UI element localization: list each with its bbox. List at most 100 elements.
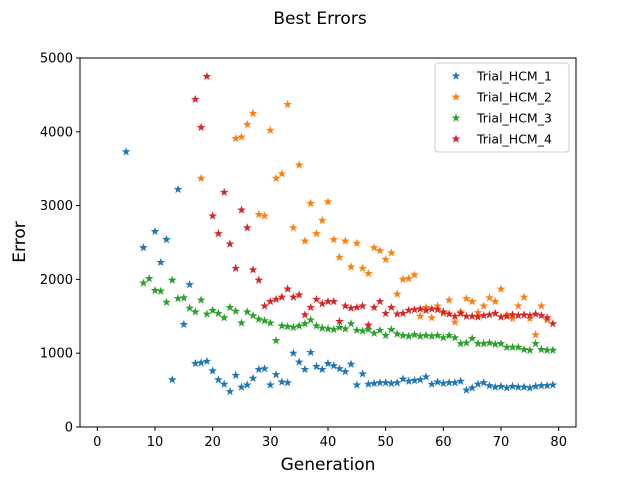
data-point xyxy=(548,380,558,389)
data-point xyxy=(329,324,339,334)
data-point xyxy=(219,379,229,388)
x-tick-label: 40 xyxy=(320,435,337,450)
data-point xyxy=(358,301,367,310)
data-point xyxy=(392,329,402,338)
plot-area xyxy=(121,71,558,396)
data-point xyxy=(150,226,160,236)
data-point xyxy=(462,385,471,394)
data-point xyxy=(265,125,275,135)
data-point xyxy=(502,383,512,392)
data-point xyxy=(410,330,419,339)
x-tick-label: 0 xyxy=(93,435,101,450)
series-2 xyxy=(196,99,552,339)
y-axis: 0 1000 2000 3000 4000 5000 xyxy=(40,52,80,436)
data-point xyxy=(219,187,229,197)
data-point xyxy=(398,330,408,340)
data-point xyxy=(404,305,414,315)
data-point xyxy=(260,364,269,373)
data-point xyxy=(237,205,246,214)
data-point xyxy=(358,369,367,378)
x-axis-label: Generation xyxy=(281,455,376,475)
data-point xyxy=(519,292,529,301)
data-point xyxy=(392,309,402,318)
data-point xyxy=(531,330,540,339)
data-point xyxy=(513,342,523,352)
data-point xyxy=(271,336,281,345)
data-point xyxy=(410,375,419,385)
data-point xyxy=(508,342,517,352)
data-point xyxy=(433,305,442,314)
data-point xyxy=(231,263,241,273)
data-point xyxy=(438,307,448,316)
y-tick-label: 0 xyxy=(65,421,73,436)
data-point xyxy=(139,278,148,287)
data-point xyxy=(254,314,264,323)
data-point xyxy=(398,274,408,284)
data-point xyxy=(306,302,316,312)
data-point xyxy=(340,324,350,333)
x-tick-label: 20 xyxy=(204,435,221,450)
data-point xyxy=(381,254,391,264)
data-point xyxy=(346,303,356,312)
legend-marker xyxy=(451,113,461,122)
data-point xyxy=(323,324,333,333)
data-point xyxy=(202,309,212,318)
data-point xyxy=(513,310,523,320)
data-point xyxy=(369,243,379,252)
data-point xyxy=(542,313,552,322)
data-point xyxy=(312,294,321,304)
data-point xyxy=(415,331,425,340)
data-point xyxy=(219,313,229,322)
data-point xyxy=(242,380,252,389)
data-point xyxy=(300,364,310,374)
data-point xyxy=(340,301,350,310)
x-tick-label: 80 xyxy=(550,435,567,450)
data-point xyxy=(375,296,385,306)
data-point xyxy=(173,184,183,194)
series-3 xyxy=(139,274,558,354)
data-point xyxy=(548,319,558,328)
data-point xyxy=(208,305,218,315)
data-point xyxy=(260,301,269,310)
legend-marker xyxy=(451,134,461,143)
legend-marker xyxy=(451,92,461,101)
data-point xyxy=(231,306,241,315)
data-point xyxy=(312,229,321,238)
data-point xyxy=(225,239,235,248)
data-point xyxy=(537,310,546,320)
data-point xyxy=(196,173,206,183)
data-point xyxy=(387,248,396,257)
data-point xyxy=(531,381,540,391)
data-point xyxy=(271,370,281,379)
data-point xyxy=(427,331,437,340)
data-point xyxy=(502,311,512,321)
data-point xyxy=(289,348,298,357)
data-point xyxy=(364,324,373,334)
data-point xyxy=(456,339,466,348)
y-tick-label: 2000 xyxy=(40,273,73,288)
data-point xyxy=(277,377,287,386)
data-point xyxy=(369,328,379,337)
data-point xyxy=(381,308,391,318)
legend-label: Trial_HCM_4 xyxy=(476,132,552,147)
data-point xyxy=(283,99,292,109)
data-point xyxy=(404,274,414,283)
data-point xyxy=(162,234,171,244)
data-point xyxy=(496,312,506,321)
data-point xyxy=(340,236,350,245)
data-point xyxy=(156,257,166,267)
data-point xyxy=(248,373,258,383)
data-point xyxy=(467,383,477,392)
data-point xyxy=(312,361,321,371)
data-point xyxy=(479,310,489,320)
data-point xyxy=(375,325,385,335)
data-point xyxy=(496,284,506,293)
data-point xyxy=(173,293,183,303)
data-point xyxy=(525,383,535,392)
data-point xyxy=(190,307,200,316)
data-point xyxy=(537,344,546,354)
data-point xyxy=(346,262,356,271)
data-point xyxy=(479,339,489,348)
data-point xyxy=(323,197,333,206)
legend-marker xyxy=(451,71,461,80)
